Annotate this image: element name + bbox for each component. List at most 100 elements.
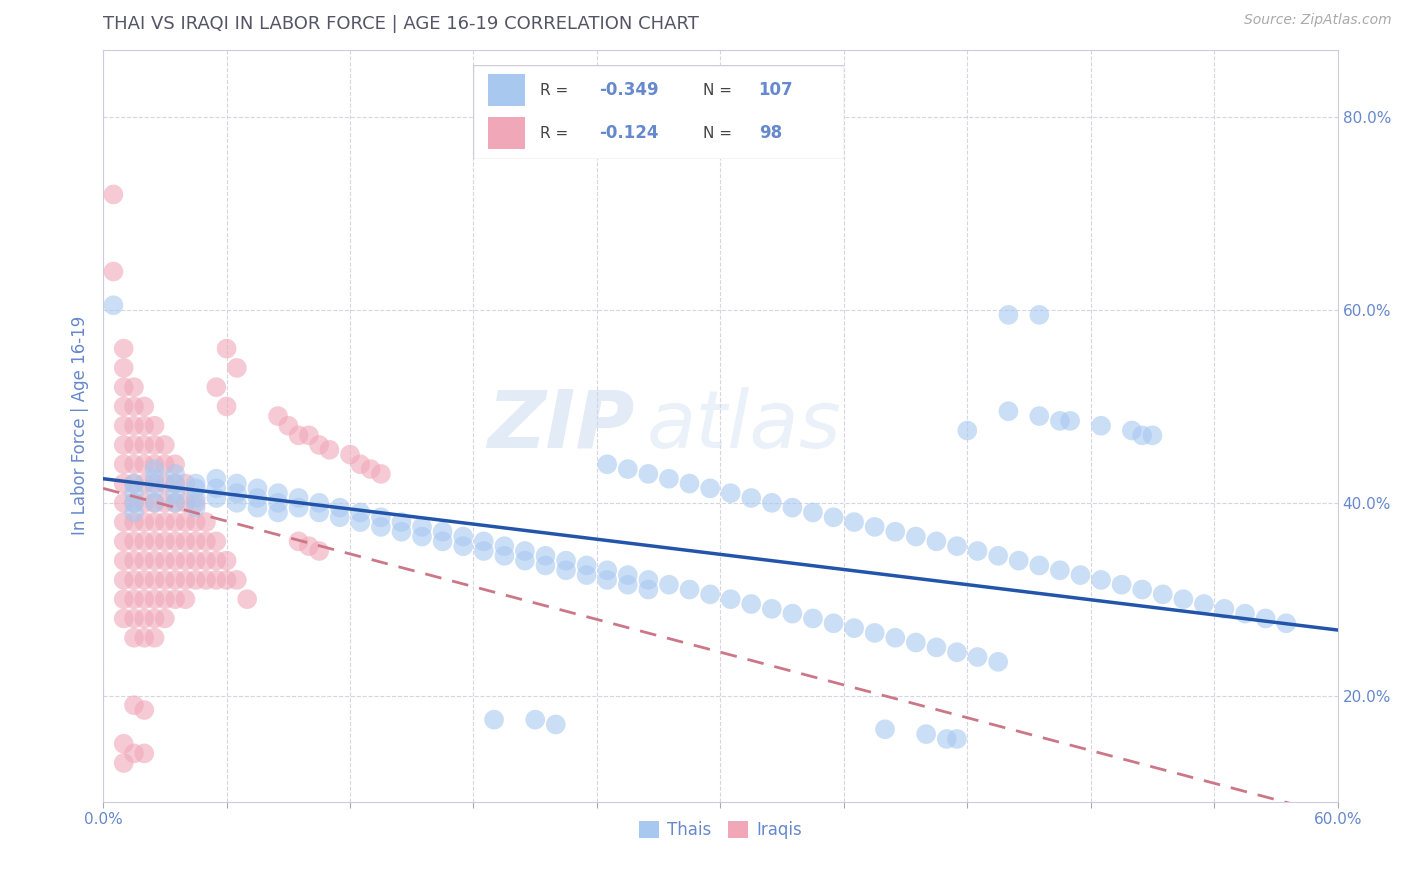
Point (1059, 414, 1081, 428)
Point (112, 554, 135, 568)
Point (112, 611, 135, 625)
Point (225, 496, 247, 510)
Point (122, 631, 145, 645)
Point (287, 428, 309, 442)
Text: THAI VS IRAQI IN LABOR FORCE | AGE 16-19 CORRELATION CHART: THAI VS IRAQI IN LABOR FORCE | AGE 16-19… (103, 15, 699, 33)
Point (122, 554, 145, 568)
Point (184, 481, 207, 495)
Point (956, 424, 979, 438)
Point (873, 723, 896, 737)
Point (112, 756, 135, 770)
Point (143, 496, 166, 510)
Point (134, 573, 156, 587)
Point (513, 544, 536, 558)
Point (205, 380, 228, 394)
Point (782, 500, 804, 515)
Point (596, 563, 619, 577)
Point (122, 486, 145, 500)
Point (165, 515, 187, 529)
Point (904, 529, 927, 543)
Point (122, 698, 145, 713)
Point (1213, 602, 1236, 616)
Point (122, 611, 145, 625)
Point (165, 486, 187, 500)
Point (205, 554, 228, 568)
Point (1049, 414, 1071, 428)
Point (122, 496, 145, 510)
Point (451, 529, 474, 543)
Point (246, 491, 269, 505)
Point (935, 731, 957, 746)
Point (823, 616, 845, 631)
Y-axis label: In Labor Force | Age 16-19: In Labor Force | Age 16-19 (72, 316, 89, 535)
Point (112, 457, 135, 471)
Point (1121, 424, 1143, 438)
Point (112, 592, 135, 607)
Point (370, 510, 392, 524)
Point (267, 486, 290, 500)
Point (1049, 563, 1071, 577)
Point (863, 626, 886, 640)
Point (740, 491, 762, 505)
Point (205, 481, 228, 495)
Point (112, 573, 135, 587)
Point (184, 500, 207, 515)
Point (432, 534, 454, 549)
Point (596, 457, 619, 471)
Point (134, 457, 156, 471)
Point (184, 573, 207, 587)
Point (103, 264, 125, 278)
Point (143, 457, 166, 471)
Text: ZIP: ZIP (486, 387, 634, 465)
Point (153, 457, 176, 471)
Point (494, 539, 516, 553)
Point (966, 544, 988, 558)
Point (165, 457, 187, 471)
Point (761, 602, 783, 616)
Point (143, 496, 166, 510)
Point (112, 400, 135, 414)
Point (225, 360, 247, 375)
Point (122, 438, 145, 452)
Point (205, 491, 228, 505)
Point (915, 727, 938, 741)
Point (1130, 428, 1153, 442)
Point (308, 438, 330, 452)
Point (658, 472, 681, 486)
Point (801, 611, 824, 625)
Point (720, 592, 742, 607)
Point (112, 737, 135, 751)
Point (165, 467, 187, 481)
Point (267, 496, 290, 510)
Point (678, 582, 700, 597)
Point (782, 607, 804, 621)
Point (287, 491, 309, 505)
Point (349, 505, 371, 519)
Point (112, 534, 135, 549)
Point (349, 457, 371, 471)
Point (451, 539, 474, 553)
Point (195, 573, 218, 587)
Point (513, 554, 536, 568)
Point (134, 438, 156, 452)
Point (153, 476, 176, 491)
Point (1275, 616, 1298, 631)
Point (215, 342, 238, 356)
Point (1028, 558, 1050, 573)
Point (287, 534, 309, 549)
Point (122, 400, 145, 414)
Point (143, 472, 166, 486)
Point (997, 308, 1019, 322)
Point (134, 554, 156, 568)
Point (112, 360, 135, 375)
Point (153, 534, 176, 549)
Point (143, 573, 166, 587)
Point (134, 418, 156, 433)
Point (184, 515, 207, 529)
Point (112, 418, 135, 433)
Point (524, 713, 547, 727)
Point (987, 549, 1010, 563)
Point (112, 342, 135, 356)
Point (575, 568, 598, 582)
Point (411, 529, 433, 543)
